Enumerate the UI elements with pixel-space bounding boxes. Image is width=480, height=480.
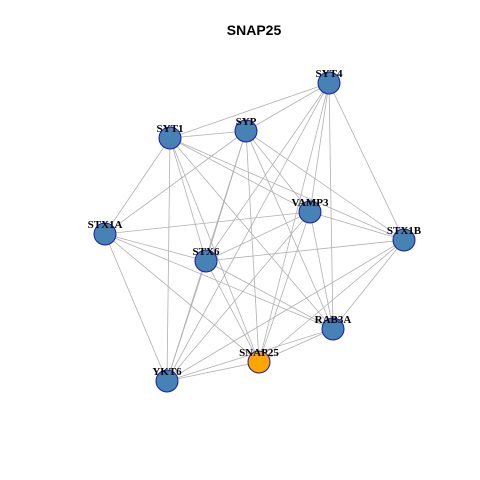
edge-stx1a-rab3a — [104, 233, 334, 330]
node-syp[interactable] — [234, 119, 258, 143]
node-label-snap25: SNAP25 — [239, 347, 279, 359]
node-label-syt4: SYT4 — [316, 68, 343, 80]
node-rab3a[interactable] — [321, 317, 345, 341]
node-syt4[interactable] — [317, 71, 341, 95]
edge-stx6-snap25 — [205, 260, 260, 363]
node-stx1b[interactable] — [392, 228, 416, 252]
node-label-stx6: STX6 — [193, 246, 220, 258]
edge-vamp3-ykt6 — [166, 211, 311, 382]
edge-syp-stx1a — [104, 130, 247, 235]
node-label-syt1: SYT1 — [157, 123, 184, 135]
edge-syt1-stx1b — [169, 137, 405, 241]
edge-stx1a-stx6 — [104, 233, 207, 262]
node-vamp3[interactable] — [298, 200, 322, 224]
labels-layer: SYT4 SYT1 SYP VAMP3 STX1A STX1B STX6 RAB3A SNAP2… — [88, 68, 422, 378]
edge-stx1b-ykt6 — [166, 239, 405, 382]
node-ykt6[interactable] — [155, 369, 179, 393]
edge-vamp3-rab3a — [309, 211, 334, 330]
node-syt1[interactable] — [158, 126, 182, 150]
edge-stx1a-snap25 — [104, 233, 260, 363]
edge-syt1-stx6 — [169, 137, 207, 262]
edge-syt4-rab3a — [328, 82, 334, 330]
node-snap25[interactable] — [247, 350, 271, 374]
edge-stx6-rab3a — [205, 260, 334, 330]
nodes-layer — [93, 71, 416, 393]
edge-vamp3-stx1b — [309, 211, 405, 241]
node-label-vamp3: VAMP3 — [291, 197, 329, 209]
edge-syp-stx1b — [245, 130, 405, 241]
edge-syt1-stx1a — [104, 137, 171, 235]
edge-syt1-syp — [169, 130, 247, 139]
edge-stx6-ykt6 — [166, 260, 207, 382]
edges-layer — [104, 82, 405, 382]
node-stx6[interactable] — [194, 249, 218, 273]
edge-stx1a-ykt6 — [104, 233, 168, 382]
edge-syt4-ykt6 — [166, 82, 330, 382]
edge-syt4-syp — [245, 82, 330, 132]
edge-stx1b-stx6 — [205, 239, 405, 262]
edge-syt1-ykt6 — [166, 137, 171, 382]
edge-syt4-stx1b — [328, 82, 405, 241]
node-label-stx1b: STX1B — [387, 225, 422, 237]
node-label-stx1a: STX1A — [88, 219, 123, 231]
edge-syt4-syt1 — [169, 82, 330, 139]
edge-syt4-snap25 — [258, 82, 330, 363]
edge-syp-snap25 — [245, 130, 260, 363]
node-stx1a[interactable] — [93, 222, 117, 246]
node-label-syp: SYP — [236, 116, 257, 128]
edge-syp-vamp3 — [245, 130, 311, 213]
edge-vamp3-stx6 — [205, 211, 311, 262]
edge-vamp3-snap25 — [258, 211, 311, 363]
edge-syp-rab3a — [245, 130, 334, 330]
edge-rab3a-snap25 — [258, 328, 334, 363]
node-label-ykt6: YKT6 — [152, 366, 182, 378]
node-label-rab3a: RAB3A — [315, 314, 352, 326]
edge-syt4-stx6 — [205, 82, 330, 262]
graph-title: SNAP25 — [227, 22, 282, 38]
edge-snap25-ykt6 — [166, 361, 260, 382]
edge-syt1-vamp3 — [169, 137, 311, 213]
edge-stx1b-snap25 — [258, 239, 405, 363]
edge-vamp3-stx1a — [104, 211, 311, 235]
edge-stx1b-rab3a — [332, 239, 405, 330]
edge-syt4-vamp3 — [309, 82, 330, 213]
